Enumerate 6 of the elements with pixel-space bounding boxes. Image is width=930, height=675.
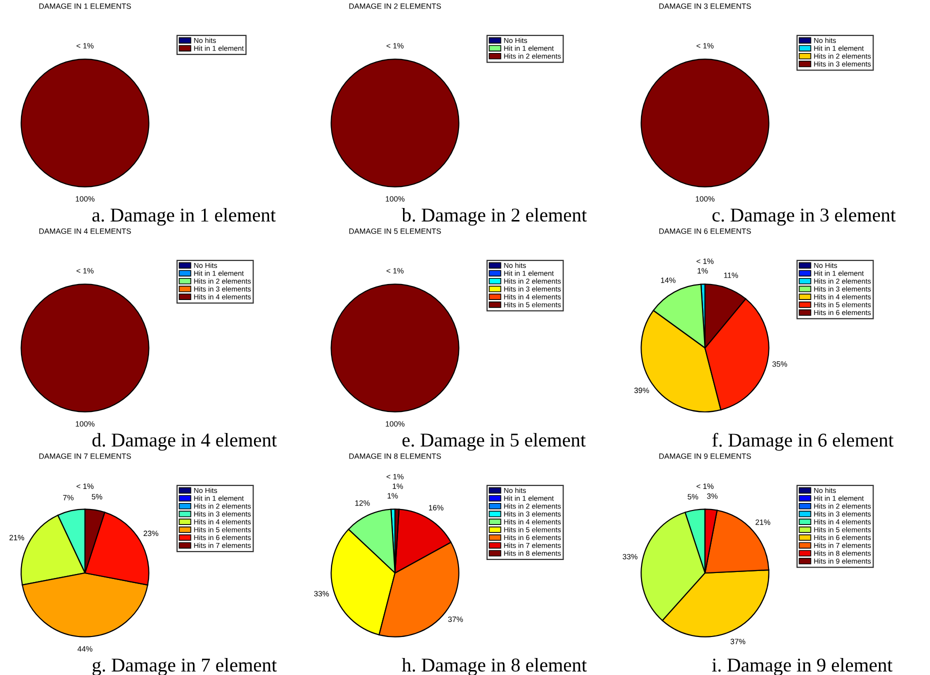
text: c. Damage in 3 element — [712, 208, 896, 226]
text: f. Damage in 6 element — [712, 432, 894, 451]
text: b. Damage in 2 element — [402, 208, 587, 226]
text: a. Damage in 1 element — [92, 208, 276, 226]
text: e. Damage in 5 element — [402, 432, 586, 451]
text: d. Damage in 4 element — [92, 432, 277, 451]
